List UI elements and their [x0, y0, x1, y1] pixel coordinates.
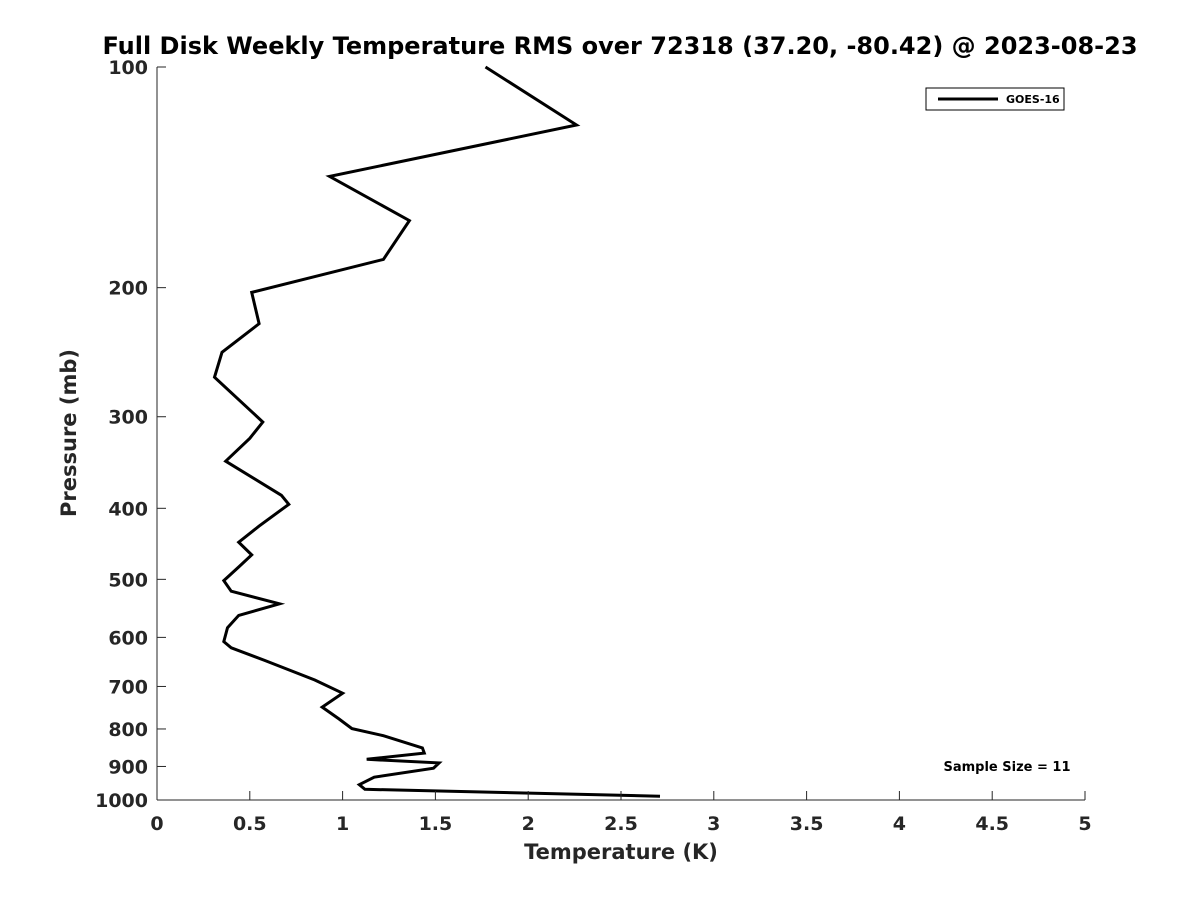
- x-axis-label: Temperature (K): [524, 840, 718, 864]
- y-tick-label: 1000: [95, 790, 148, 812]
- x-tick-label: 1.5: [419, 813, 453, 835]
- y-axis-ticks: 100 200 300 400 500 600 700 800 900 1000: [95, 57, 166, 812]
- x-tick-label: 0.5: [233, 813, 267, 835]
- y-tick-label: 100: [108, 57, 148, 79]
- x-tick-label: 4: [893, 813, 906, 835]
- y-tick-label: 600: [108, 627, 148, 649]
- x-tick-label: 2: [522, 813, 535, 835]
- x-tick-label: 5: [1078, 813, 1091, 835]
- y-tick-label: 800: [108, 719, 148, 741]
- x-tick-label: 3.5: [790, 813, 824, 835]
- y-axis-label: Pressure (mb): [57, 349, 81, 517]
- x-tick-label: 3: [707, 813, 720, 835]
- x-axis-ticks: 0 0.5 1 1.5 2 2.5 3 3.5 4 4.5 5: [150, 791, 1092, 835]
- x-tick-label: 1: [336, 813, 349, 835]
- sample-size-annotation: Sample Size = 11: [943, 760, 1070, 775]
- x-tick-label: 0: [150, 813, 163, 835]
- y-tick-label: 700: [108, 676, 148, 698]
- legend: GOES-16: [925, 87, 1065, 111]
- y-tick-label: 900: [108, 756, 148, 778]
- y-tick-label: 500: [108, 569, 148, 591]
- y-tick-label: 200: [108, 278, 148, 300]
- legend-label-goes-16: GOES-16: [1006, 93, 1060, 106]
- series-line-goes-16: [212, 65, 661, 798]
- y-tick-label: 400: [108, 498, 148, 520]
- y-tick-label: 300: [108, 407, 148, 429]
- chart-title: Full Disk Weekly Temperature RMS over 72…: [102, 32, 1137, 60]
- plot-area: [156, 65, 1085, 801]
- x-tick-label: 2.5: [604, 813, 638, 835]
- x-tick-label: 4.5: [975, 813, 1009, 835]
